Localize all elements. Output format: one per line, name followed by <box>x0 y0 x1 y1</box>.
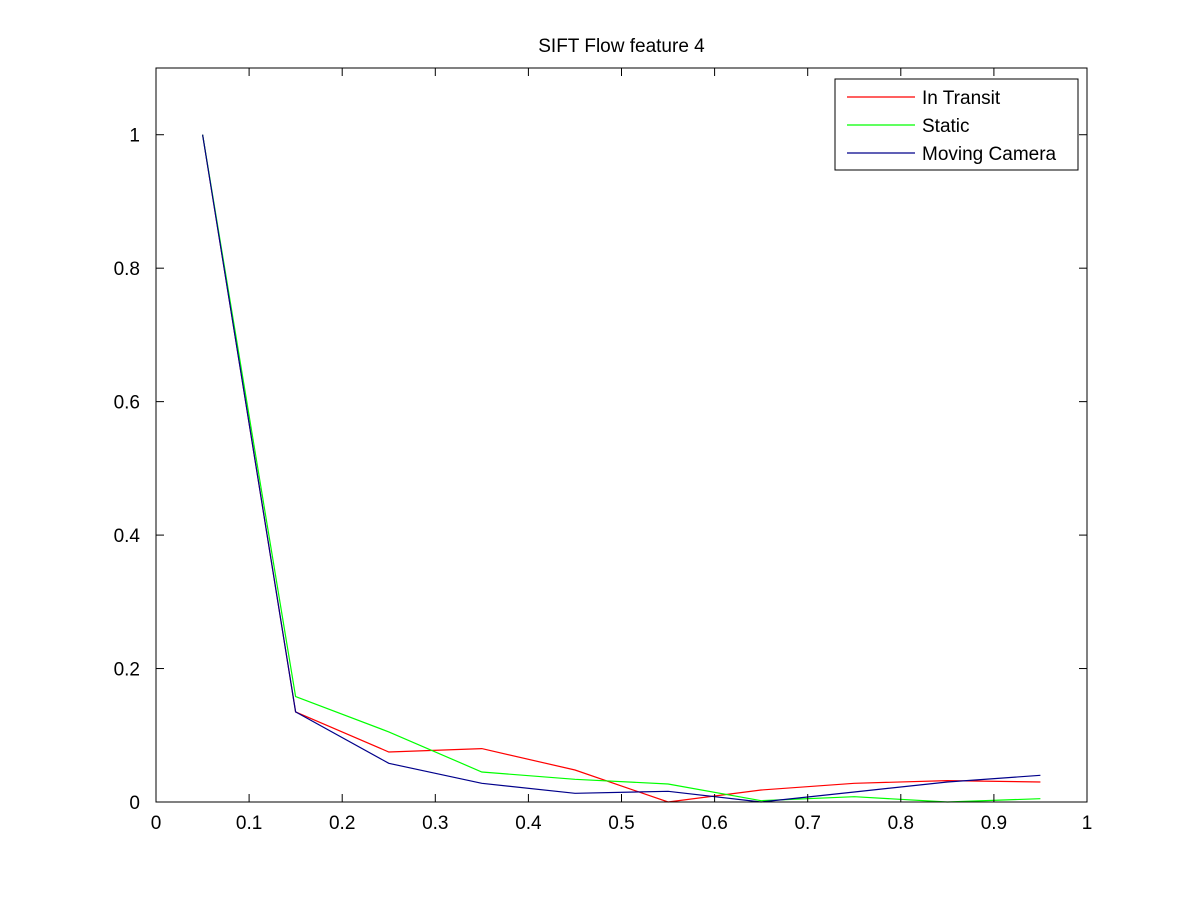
x-tick-label: 0.9 <box>981 813 1007 834</box>
x-tick-label: 0.6 <box>701 813 727 834</box>
x-tick-label: 0.4 <box>515 813 542 834</box>
y-tick-label: 0.8 <box>114 259 140 280</box>
x-tick-label: 0.3 <box>422 813 448 834</box>
series-line-moving-camera <box>202 134 1041 803</box>
x-tick-label: 0.7 <box>794 813 820 834</box>
y-tick-label: 0 <box>129 793 140 814</box>
y-tick-label: 0.6 <box>114 393 140 414</box>
chart-title: SIFT Flow feature 4 <box>538 36 705 57</box>
legend-label: Moving Camera <box>922 144 1057 165</box>
y-tick-label: 1 <box>129 126 140 147</box>
plot-area <box>156 68 1087 802</box>
x-tick-label: 0.2 <box>329 813 355 834</box>
x-tick-label: 0.8 <box>888 813 914 834</box>
legend: In Transit Static Moving Camera <box>834 78 1079 171</box>
y-tick-label: 0.4 <box>114 526 141 547</box>
legend-label: In Transit <box>922 88 1001 109</box>
ticks-layer: 0 0.1 0.2 0.3 0.4 0.5 0.6 0.7 0.8 0.9 1 0 0.2 0.4 0.6 0… <box>114 68 1093 834</box>
x-tick-label: 0 <box>151 813 162 834</box>
x-tick-label: 1 <box>1082 813 1093 834</box>
series-line-in-transit <box>202 134 1041 803</box>
x-tick-label: 0.5 <box>608 813 634 834</box>
x-tick-label: 0.1 <box>236 813 262 834</box>
legend-label: Static <box>922 116 970 137</box>
y-tick-label: 0.2 <box>114 660 140 681</box>
